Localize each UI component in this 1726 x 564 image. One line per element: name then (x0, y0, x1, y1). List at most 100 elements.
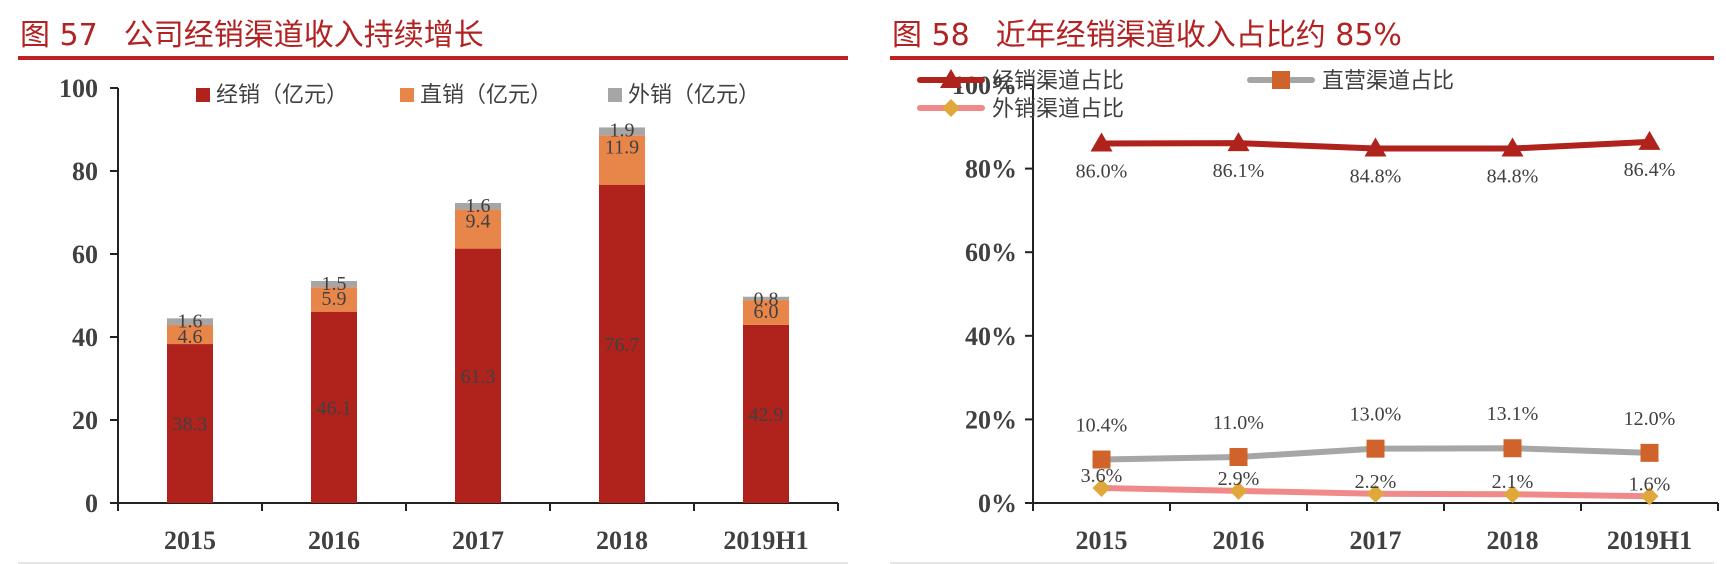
point-data-label: 10.4% (1076, 415, 1128, 437)
bar-data-label: 46.1 (317, 397, 352, 419)
bar-segment (167, 344, 213, 503)
point-data-label: 2.9% (1218, 468, 1260, 490)
bar-data-label: 6.0 (754, 301, 779, 323)
series-marker (1503, 485, 1522, 504)
series-marker (1366, 439, 1385, 458)
bar-segment (311, 280, 357, 288)
bar-segment (599, 135, 645, 185)
x-tick-label: 2017 (1350, 526, 1402, 555)
point-data-label: 86.4% (1624, 159, 1676, 181)
bar-data-label: 4.6 (178, 326, 203, 348)
left-bottom-rule (18, 562, 848, 564)
bar-data-label: 1.6 (178, 310, 203, 332)
bar-data-label: 1.9 (610, 119, 635, 141)
bar-data-label: 11.9 (605, 136, 639, 158)
left-figure-number: 图 57 (20, 18, 98, 53)
series-marker (1229, 448, 1248, 467)
bar-data-label: 0.8 (754, 289, 779, 311)
series-marker (1640, 487, 1659, 506)
point-data-label: 84.8% (1350, 166, 1402, 188)
point-data-label: 84.8% (1487, 166, 1539, 188)
bar-segment (455, 248, 501, 503)
legend-swatch (196, 88, 210, 102)
bar-data-label: 61.3 (461, 366, 496, 388)
point-data-label: 12.0% (1624, 408, 1676, 430)
bar-segment (599, 184, 645, 503)
right-figure-title: 图 58 近年经销渠道收入占比约 85% (892, 10, 1402, 54)
series-marker (1501, 137, 1524, 157)
x-tick-label: 2017 (452, 526, 504, 555)
bar-segment (599, 127, 645, 136)
point-data-label: 86.0% (1076, 161, 1128, 183)
series-marker (1092, 478, 1111, 497)
series-marker (1092, 450, 1111, 469)
legend-marker (940, 69, 962, 88)
legend-label: 外销渠道占比 (992, 97, 1124, 122)
right-line-chart: 0% 20% 40% 60% 80% 100% 2015 2016 2017 2018 2019H1… (917, 69, 1719, 555)
bar-segment (311, 287, 357, 312)
legend-swatch (400, 88, 414, 102)
series-marker (1364, 137, 1387, 157)
bar-segment (167, 318, 213, 325)
point-data-label: 86.1% (1213, 160, 1265, 182)
left-figure-title: 图 57 公司经销渠道收入持续增长 (20, 10, 484, 54)
bar-data-label: 42.9 (749, 404, 784, 426)
y-tick-label: 20% (965, 405, 1017, 434)
y-tick-label: 60% (965, 238, 1017, 267)
left-figure-caption: 公司经销渠道收入持续增长 (123, 18, 484, 53)
y-tick-label: 40 (72, 323, 98, 352)
bar-segment (743, 300, 789, 325)
series-marker (1503, 439, 1522, 458)
series-marker (1638, 130, 1661, 150)
bar-data-label: 1.5 (322, 273, 347, 295)
legend-label: 外销（亿元） (628, 83, 760, 108)
series-marker (1366, 484, 1385, 503)
bar-data-label: 9.4 (466, 211, 491, 233)
bar-data-label: 38.3 (173, 414, 208, 436)
bar-data-label: 5.9 (322, 288, 347, 310)
y-tick-label: 0 (85, 489, 98, 518)
x-tick-label: 2018 (1487, 526, 1539, 555)
y-tick-label: 100 (59, 74, 98, 103)
legend-label: 直销（亿元） (420, 83, 552, 108)
point-data-label: 13.0% (1350, 404, 1402, 426)
bar-segment (455, 209, 501, 249)
point-data-label: 3.6% (1081, 465, 1123, 487)
bar-segment (167, 324, 213, 345)
point-data-label: 2.2% (1355, 471, 1397, 493)
series-marker (1090, 132, 1113, 152)
right-figure-panel: 图 58 近年经销渠道收入占比约 85% 0% 20% 40% 60% 80% 100% 20… (880, 0, 1726, 564)
right-figure-caption: 近年经销渠道收入占比约 85% (995, 18, 1402, 53)
x-tick-label: 2018 (596, 526, 648, 555)
bar-data-label: 76.7 (605, 334, 640, 356)
y-tick-label: 100% (952, 71, 1017, 100)
y-tick-label: 80% (965, 155, 1017, 184)
x-tick-label: 2015 (1076, 526, 1128, 555)
bar-data-label: 1.6 (466, 195, 491, 217)
bar-segment (743, 324, 789, 503)
y-tick-label: 40% (965, 322, 1017, 351)
bar-segment (743, 296, 789, 301)
y-tick-label: 0% (978, 489, 1017, 518)
y-tick-label: 60 (72, 240, 98, 269)
x-tick-label: 2019H1 (723, 526, 808, 555)
x-tick-label: 2019H1 (1607, 526, 1692, 555)
left-stacked-bar-chart: 0 20 40 60 80 100 2015 2016 2017 2018 2019H1 38.3 4.… (59, 74, 839, 555)
x-tick-label: 2015 (164, 526, 216, 555)
point-data-label: 1.6% (1629, 473, 1671, 495)
left-figure-panel: 图 57 公司经销渠道收入持续增长 0 20 40 60 80 100 2015 2016 201… (0, 0, 860, 564)
point-data-label: 2.1% (1492, 471, 1534, 493)
bar-segment (455, 202, 501, 210)
bar-segment (311, 311, 357, 503)
series-marker (1227, 132, 1250, 152)
x-tick-label: 2016 (1213, 526, 1265, 555)
left-title-rule (18, 56, 848, 60)
series-marker (1229, 481, 1248, 500)
legend-label: 经销（亿元） (216, 83, 348, 108)
legend-label: 直营渠道占比 (1322, 69, 1454, 94)
right-bottom-rule (890, 562, 1714, 564)
y-tick-label: 80 (72, 157, 98, 186)
point-data-label: 11.0% (1213, 412, 1264, 434)
legend-label: 经销渠道占比 (992, 69, 1124, 94)
right-title-rule (890, 56, 1714, 60)
